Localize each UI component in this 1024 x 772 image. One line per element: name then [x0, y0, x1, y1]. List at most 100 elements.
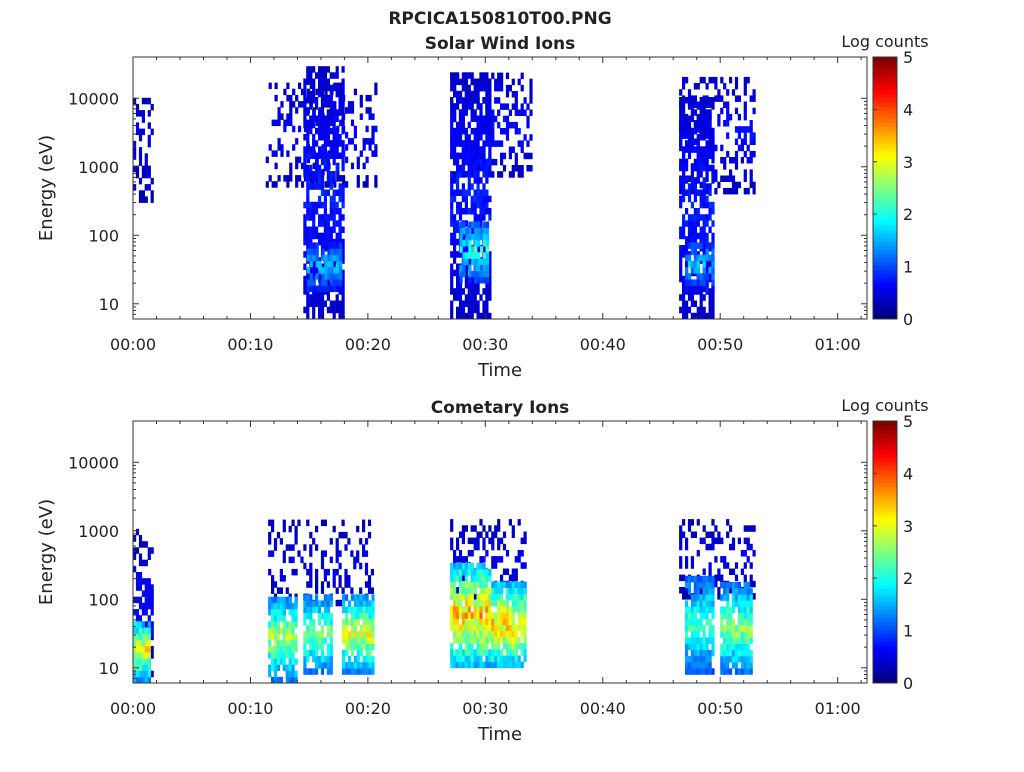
spectrogram-cell	[696, 306, 700, 314]
spectrogram-cell	[690, 138, 694, 145]
spectrogram-cell	[464, 655, 468, 662]
spectrogram-cell	[685, 263, 689, 270]
spectrogram-cell	[514, 624, 518, 632]
spectrogram-cell	[711, 594, 715, 601]
spectrogram-cell	[723, 631, 727, 638]
spectrogram-cell	[488, 575, 492, 582]
spectrogram-cell	[329, 668, 333, 675]
colorbar-tick-label: 3	[903, 517, 913, 536]
spectrogram-cell	[488, 294, 492, 301]
spectrogram-cell	[505, 581, 510, 588]
spectrogram-cell	[312, 263, 316, 270]
spectrogram-cell	[690, 187, 694, 195]
spectrogram-cell	[459, 240, 463, 247]
spectrogram-cell	[685, 158, 689, 166]
spectrogram-cell	[295, 94, 299, 102]
spectrogram-cell	[488, 269, 492, 277]
colorbar-segment	[873, 539, 897, 545]
spectrogram-cell	[135, 627, 140, 634]
spectrogram-cell	[344, 581, 348, 588]
spectrogram-cell	[711, 201, 715, 209]
spectrogram-cell	[341, 164, 345, 172]
spectrogram-cell	[309, 214, 313, 221]
spectrogram-cell	[468, 252, 472, 259]
spectrogram-cell	[734, 574, 739, 582]
spectrogram-cell	[497, 643, 501, 650]
x-axis-ticks: 00:00 00:10 00:20 00:30 00:40 00:50 01:00	[110, 421, 862, 718]
spectrogram-cell	[517, 618, 521, 625]
spectrogram-cell	[473, 171, 477, 178]
spectrogram-cell	[723, 157, 727, 164]
spectrogram-cell	[743, 132, 747, 139]
spectrogram-cell	[335, 556, 339, 564]
spectrogram-cell	[312, 606, 316, 614]
spectrogram-cell	[288, 544, 292, 551]
colorbar-segment	[873, 306, 897, 312]
spectrogram-cell	[450, 84, 454, 92]
spectrogram-cell	[723, 175, 727, 182]
spectrogram-cell	[687, 242, 692, 249]
colorbar-segment	[873, 118, 897, 123]
spectrogram-cell	[456, 238, 460, 246]
spectrogram-cell	[696, 158, 700, 166]
spectrogram-cell	[494, 612, 498, 619]
spectrogram-cell	[356, 612, 360, 620]
spectrogram-cell	[141, 670, 145, 678]
spectrogram-cell	[720, 537, 724, 545]
spectrogram-cell	[473, 134, 477, 141]
spectrogram-cell	[464, 208, 468, 215]
spectrogram-cell	[315, 242, 319, 249]
spectrogram-cell	[453, 624, 457, 632]
spectrogram-cell	[696, 152, 700, 159]
spectrogram-cell	[312, 254, 316, 262]
spectrogram-cell	[749, 580, 753, 588]
spectrogram-cell	[347, 581, 351, 588]
spectrogram-cell	[138, 646, 143, 653]
colorbar-segment	[873, 421, 897, 426]
spectrogram-cell	[309, 618, 313, 626]
spectrogram-cell	[458, 556, 463, 563]
spectrogram-cell	[705, 655, 709, 663]
spectrogram-cell	[699, 195, 703, 203]
spectrogram-cell	[467, 134, 471, 141]
spectrogram-cell	[291, 602, 295, 610]
colorbar-segment	[873, 592, 897, 598]
spectrogram-cell	[315, 594, 319, 601]
spectrogram-cell	[341, 127, 345, 135]
spectrogram-cell	[362, 668, 366, 675]
spectrogram-cell	[312, 655, 316, 663]
spectrogram-cell	[696, 140, 700, 147]
spectrogram-cell	[450, 581, 454, 588]
spectrogram-cell	[135, 122, 140, 129]
spectrogram-cell	[271, 652, 275, 659]
spectrogram-cell	[479, 519, 483, 526]
spectrogram-cell	[483, 227, 487, 235]
spectrogram-cell	[309, 254, 313, 262]
spectrogram-cell	[338, 90, 342, 98]
spectrogram-cell	[341, 103, 345, 110]
spectrogram-cell	[467, 612, 471, 619]
spectrogram-cell	[476, 306, 480, 314]
spectrogram-cell	[485, 587, 489, 595]
spectrogram-cell	[705, 201, 709, 209]
spectrogram-cell	[268, 144, 272, 151]
spectrogram-cell	[324, 285, 328, 293]
spectrogram-cell	[306, 625, 310, 632]
spectrogram-cell	[482, 575, 486, 582]
spectrogram-cell	[729, 568, 733, 575]
spectrogram-cell	[365, 631, 369, 638]
spectrogram-cell	[268, 519, 272, 527]
spectrogram-cell	[693, 248, 697, 256]
spectrogram-cell	[303, 158, 307, 166]
spectrogram-cell	[685, 189, 689, 196]
spectrogram-cell	[450, 543, 454, 551]
spectrogram-cell	[141, 646, 145, 653]
spectrogram-cell	[138, 578, 143, 585]
spectrogram-cell	[491, 115, 495, 123]
spectrogram-cell	[318, 662, 322, 669]
spectrogram-cell	[483, 258, 487, 265]
spectrogram-cell	[696, 655, 700, 663]
spectrogram-cell	[144, 602, 148, 610]
spectrogram-cell	[306, 88, 310, 96]
spectrogram-cells	[133, 519, 756, 684]
